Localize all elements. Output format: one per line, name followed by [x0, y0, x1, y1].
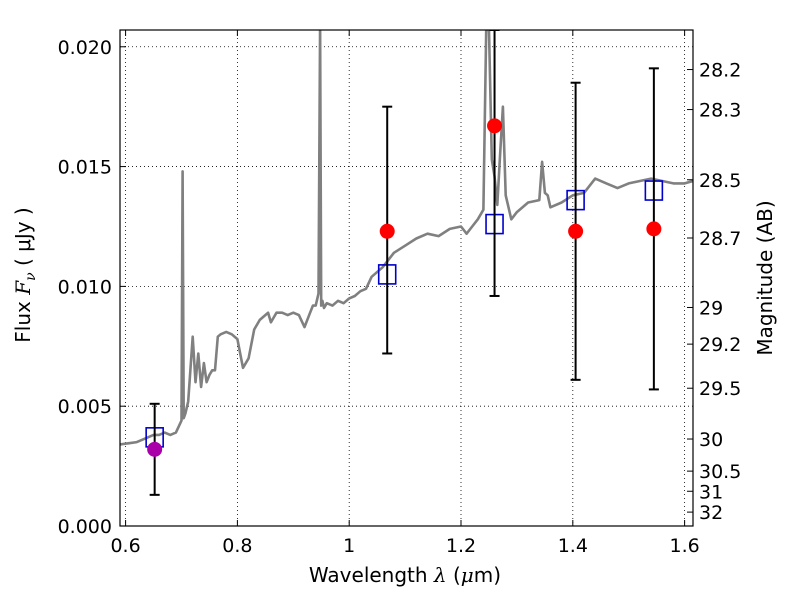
axes: 0.6 0.8 1 1.2 1.4 1.6 0.000 0.005 0.010 0.015 0.02…: [58, 29, 741, 557]
mag-tick-label: 30: [699, 429, 723, 451]
mag-tick-label: 28.7: [699, 228, 741, 250]
observed-flux-point: [568, 223, 584, 239]
x-tick-label: 1.6: [670, 535, 700, 557]
mag-tick-label: 29.2: [699, 334, 741, 356]
plot-frame: [119, 29, 694, 527]
x-axis-title: Wavelength λ (μm): [309, 563, 501, 587]
plot-area: [120, 30, 693, 496]
observed-flux-point: [487, 118, 503, 134]
y-axis-title: Flux Fν ( μJy ): [11, 207, 39, 342]
observed-flux-point: [147, 441, 163, 457]
x-tick-label: 0.8: [222, 535, 252, 557]
mag-tick-label: 29.5: [699, 378, 741, 400]
y-tick-label: 0.020: [58, 37, 112, 59]
mag-tick-label: 28.2: [699, 60, 741, 82]
y-tick-label: 0.005: [58, 396, 112, 418]
mag-tick-label: 28.5: [699, 170, 741, 192]
y-tick-label: 0.000: [58, 516, 112, 538]
x-tick-label: 0.6: [110, 535, 140, 557]
observed-flux-point: [379, 223, 395, 239]
x-tick-label: 1.2: [446, 535, 476, 557]
x-tick-label: 1: [343, 535, 355, 557]
spectrum-line: [120, 30, 693, 446]
mag-tick-label: 32: [699, 502, 723, 524]
y-tick-label: 0.010: [58, 276, 112, 298]
mag-tick-label: 29: [699, 297, 723, 319]
observed-flux-point: [646, 221, 662, 237]
mag-tick-label: 31: [699, 481, 723, 503]
mag-tick-label: 30.5: [699, 461, 741, 483]
grid-lines: [120, 30, 693, 526]
y-tick-label: 0.015: [58, 157, 112, 179]
y2-axis-title: Magnitude (AB): [753, 200, 777, 355]
x-tick-label: 1.4: [558, 535, 588, 557]
mag-tick-label: 28.3: [699, 100, 741, 122]
